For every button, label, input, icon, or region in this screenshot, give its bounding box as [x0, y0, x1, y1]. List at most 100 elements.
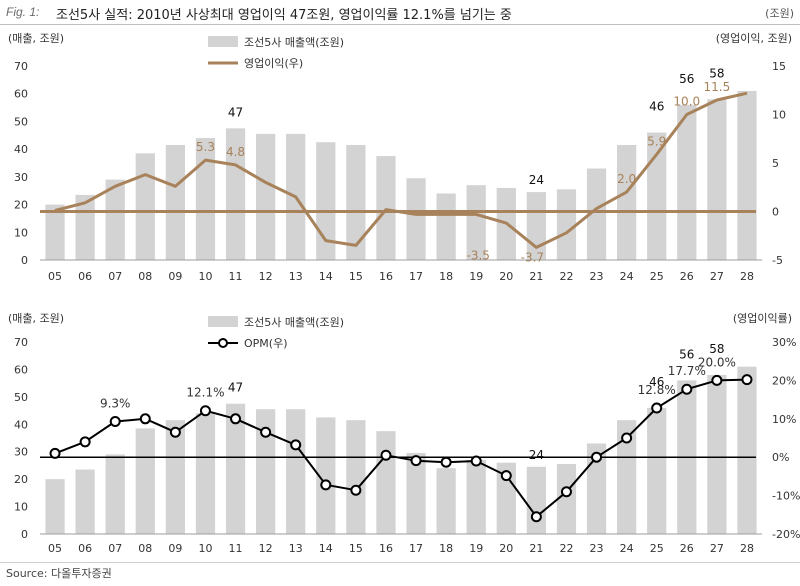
- revenue-opm-chart: (매출, 조원) (영업이익률) 조선5사 매출액(조원) OPM(우) 0 10 20 30…: [8, 312, 800, 555]
- data-label: 5.9: [647, 134, 666, 148]
- data-label: 5.3: [196, 140, 215, 154]
- right-tick-label: 15: [772, 60, 786, 73]
- bar: [316, 142, 336, 260]
- data-label: 9.3%: [100, 396, 131, 410]
- x-tick-label: 13: [289, 270, 303, 283]
- line-point: [79, 436, 91, 448]
- x-tick-label: 08: [138, 542, 152, 555]
- x-tick-label: 16: [379, 270, 393, 283]
- right-tick-label: 30%: [772, 336, 796, 349]
- left-tick-label: 10: [14, 226, 28, 239]
- figure-unit: (조원): [765, 7, 794, 20]
- x-tick-label: 25: [650, 270, 664, 283]
- figure-number: Fig. 1:: [6, 5, 40, 19]
- x-tick-label: 22: [559, 270, 573, 283]
- bar: [647, 132, 667, 260]
- revenue-operating-profit-chart: (매출, 조원) (영업이익, 조원) 조선5사 매출액(조원) 영업이익(우) 0 10…: [8, 32, 792, 283]
- bar: [346, 144, 366, 260]
- bar: [195, 138, 216, 260]
- legend-swatch-marker: [218, 338, 228, 348]
- x-tick-label: 23: [590, 270, 604, 283]
- line-point: [681, 383, 693, 395]
- x-tick-label: 17: [409, 270, 423, 283]
- data-label: 58: [709, 342, 724, 356]
- left-tick-label: 30: [14, 171, 28, 184]
- bar: [316, 417, 336, 534]
- left-axis-title: (매출, 조원): [8, 312, 64, 325]
- figure-title: 조선5사 실적: 2010년 사상최대 영업이익 47조원, 영업이익률 12.…: [56, 8, 512, 23]
- bar: [737, 366, 757, 534]
- line-point: [711, 374, 723, 386]
- x-tick-label: 26: [680, 270, 694, 283]
- bar: [255, 409, 276, 534]
- bar: [376, 156, 396, 260]
- data-label: 24: [529, 173, 544, 187]
- data-label: 20.0%: [698, 355, 736, 369]
- x-tick-label: 10: [198, 542, 212, 555]
- bar: [616, 144, 637, 260]
- bar: [346, 420, 366, 534]
- left-tick-label: 50: [14, 391, 28, 404]
- line-point: [109, 415, 121, 427]
- x-tick-label: 20: [499, 542, 513, 555]
- x-tick-label: 18: [439, 270, 453, 283]
- left-tick-label: 0: [21, 528, 28, 541]
- data-label: 58: [709, 66, 724, 80]
- x-tick-label: 21: [529, 270, 543, 283]
- data-label: -3.7: [521, 250, 544, 264]
- bar: [466, 459, 486, 534]
- right-tick-label: -10%: [772, 490, 800, 503]
- legend-label-bar: 조선5사 매출액(조원): [244, 316, 344, 329]
- x-tick-label: 17: [409, 542, 423, 555]
- x-tick-label: 12: [259, 270, 273, 283]
- x-tick-label: 18: [439, 542, 453, 555]
- bar: [737, 90, 757, 260]
- x-tick-label: 13: [289, 542, 303, 555]
- left-tick-label: 0: [21, 254, 28, 267]
- legend: 조선5사 매출액(조원) OPM(우): [208, 316, 344, 350]
- data-label: 46: [649, 375, 664, 389]
- left-tick-label: 40: [14, 418, 28, 431]
- right-tick-label: -5: [772, 254, 783, 267]
- x-tick-label: 28: [740, 270, 754, 283]
- bar: [195, 413, 216, 534]
- data-label: 12.8%: [638, 383, 676, 397]
- bar: [616, 420, 637, 534]
- x-tick-label: 27: [710, 542, 724, 555]
- x-tick-label: 06: [78, 270, 92, 283]
- x-tick-label: 11: [229, 542, 243, 555]
- x-tick-label: 19: [469, 542, 483, 555]
- right-tick-label: -20%: [772, 528, 800, 541]
- left-tick-label: 70: [14, 60, 28, 73]
- bar: [436, 193, 456, 260]
- figure-header: Fig. 1: 조선5사 실적: 2010년 사상최대 영업이익 47조원, 영…: [0, 0, 800, 26]
- x-tick-label: 16: [379, 542, 393, 555]
- right-tick-label: 20%: [772, 374, 796, 387]
- x-tick-label: 12: [259, 542, 273, 555]
- data-label: 10.0: [673, 95, 700, 109]
- x-tick-label: 25: [650, 542, 664, 555]
- bar: [466, 185, 486, 260]
- data-label: 47: [228, 381, 243, 395]
- right-axis-title: (영업이익률): [733, 312, 792, 325]
- x-tick-label: 06: [78, 542, 92, 555]
- legend: 조선5사 매출액(조원) 영업이익(우): [208, 36, 344, 70]
- data-label: 17.7%: [668, 364, 706, 378]
- x-tick-label: 15: [349, 542, 363, 555]
- legend-swatch-bar: [208, 36, 238, 47]
- left-tick-label: 20: [14, 473, 28, 486]
- data-label: 56: [679, 72, 694, 86]
- bar: [135, 153, 155, 260]
- line-series: [54, 378, 748, 518]
- bar: [45, 479, 65, 534]
- data-label: 12.1%: [186, 386, 224, 400]
- line-point: [530, 511, 542, 523]
- data-label: 47: [228, 105, 243, 119]
- data-label: -3.5: [466, 248, 489, 262]
- x-tick-label: 24: [620, 542, 634, 555]
- line-point: [169, 426, 181, 438]
- bar: [406, 178, 426, 260]
- bar: [647, 407, 667, 534]
- bar: [105, 454, 125, 534]
- x-tick-label: 15: [349, 270, 363, 283]
